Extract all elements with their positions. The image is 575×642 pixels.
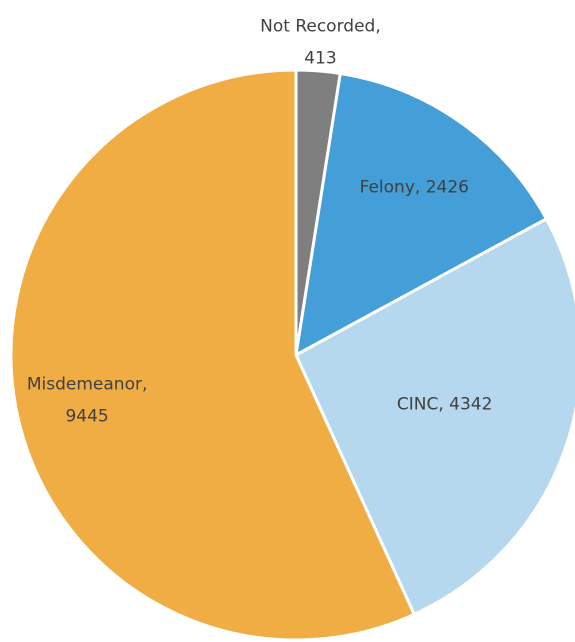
data-label: CINC, 4342 [397,395,493,415]
pie-slice [294,216,575,617]
pie-slice [9,68,417,642]
pie-slice [294,71,549,358]
data-label: Felony, 2426 [360,177,469,197]
data-label: Misdemeanor, 9445 [27,374,148,426]
data-label: Not Recorded, 413 [260,16,381,68]
